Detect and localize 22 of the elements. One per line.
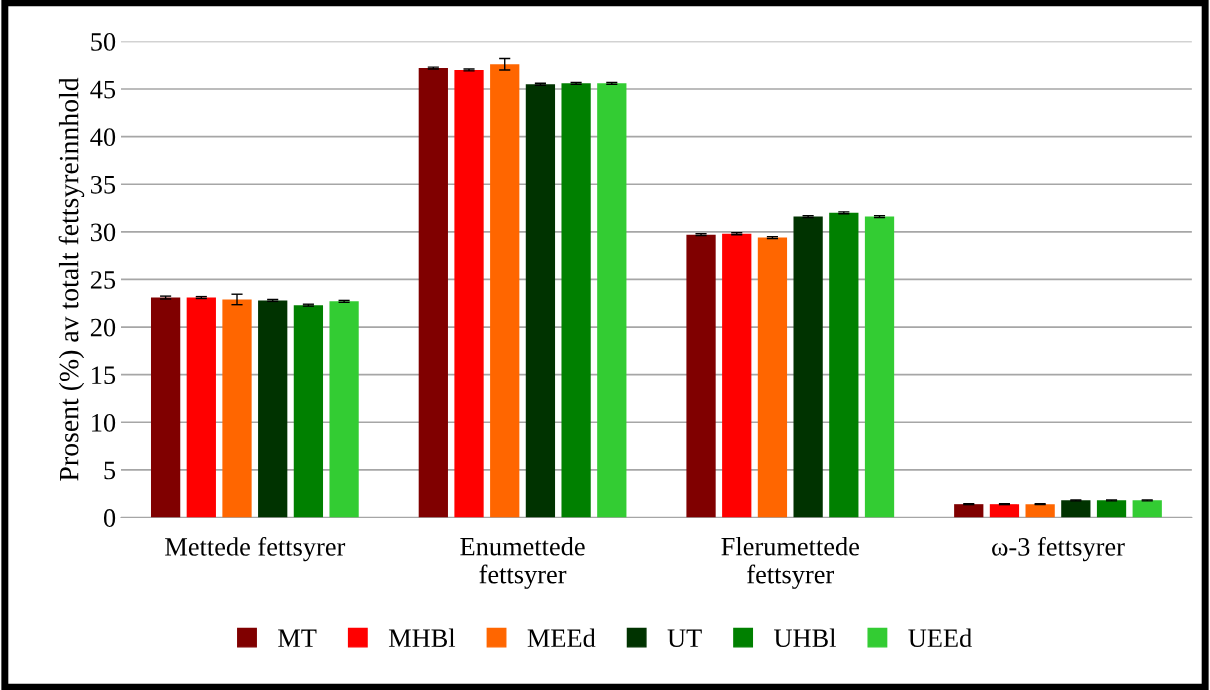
- y-axis-title: Prosent (%) av totalt fettsyreinnhold: [58, 77, 85, 481]
- y-tick-label: 45: [90, 80, 116, 99]
- y-tick-label: 40: [90, 128, 116, 147]
- legend-label: UHBl: [774, 628, 836, 648]
- y-tick-label: 15: [92, 366, 116, 385]
- x-tick-label: Mettede fettsyrer: [165, 536, 346, 562]
- x-tick-label: Flerumettede fettsyrer: [721, 536, 859, 589]
- y-tick-label: 0: [103, 509, 116, 527]
- y-tick-label: 30: [91, 223, 116, 242]
- legend-label: UT: [667, 629, 702, 648]
- y-tick-label: 20: [90, 318, 116, 337]
- legend-label: UEEd: [908, 628, 972, 648]
- y-tick-label: 35: [91, 175, 116, 194]
- y-tick-label: 10: [92, 413, 116, 432]
- legend-label: MT: [278, 629, 317, 647]
- legend-label: MHBl: [388, 628, 456, 647]
- y-tick-label: 50: [91, 33, 116, 51]
- legend-label: MEEd: [527, 628, 596, 648]
- y-tick-label: 25: [90, 271, 116, 289]
- y-tick-label: 5: [104, 461, 116, 480]
- x-tick-label: ω-3 fettsyrer: [992, 536, 1125, 562]
- x-tick-label: Enumettede fettsyrer: [460, 536, 585, 589]
